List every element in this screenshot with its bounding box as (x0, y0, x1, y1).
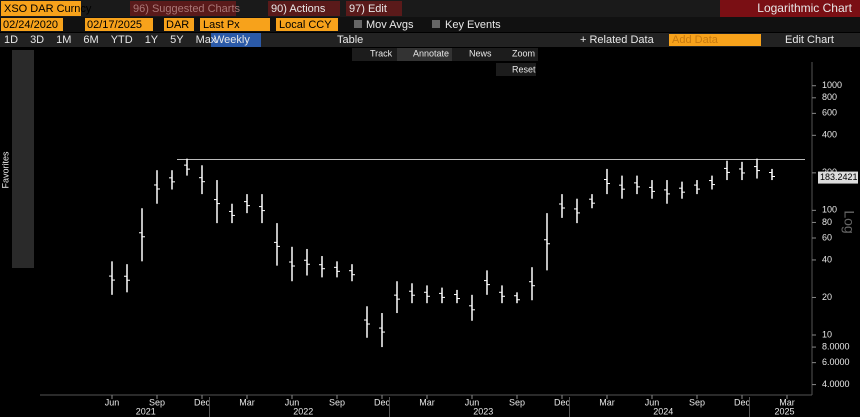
currency[interactable]: DAR (166, 19, 189, 31)
input[interactable] (669, 34, 761, 46)
x-tick-label: Mar (239, 397, 255, 407)
range-button[interactable]: 5Y (170, 34, 184, 46)
y-tick-label: 10 (822, 329, 832, 339)
ticker: XSO DAR Curncy (4, 3, 92, 15)
y-tick-label: 40 (822, 254, 832, 264)
x-tick-label: Dec (194, 397, 211, 407)
last-price-box (818, 171, 858, 184)
x-tick-label: Sep (149, 397, 165, 407)
sidebar (12, 50, 34, 268)
x-tick-label: Sep (329, 397, 345, 407)
zoom[interactable]: Zoom (512, 48, 535, 58)
key-events[interactable]: Key Events (445, 19, 501, 31)
y-tick-label: 6.0000 (822, 357, 850, 367)
range-button[interactable]: 6M (83, 34, 98, 46)
start-date[interactable]: 02/24/2020 (3, 19, 58, 31)
ccy-mode[interactable]: Local CCY (279, 19, 332, 31)
x-tick-label: Jun (465, 397, 480, 407)
y-tick-label: 60 (822, 232, 832, 242)
x-tick-label: Mar (599, 397, 615, 407)
x-tick-label: Sep (689, 397, 705, 407)
end-date[interactable]: 02/17/2025 (87, 19, 142, 31)
range-button[interactable]: 1M (56, 34, 71, 46)
mov-avgs[interactable]: Mov Avgs (366, 19, 414, 31)
range-button[interactable]: 3D (30, 34, 44, 46)
y-tick-label: 80 (822, 217, 832, 227)
menu[interactable] (130, 1, 236, 16)
annotate[interactable]: Annotate (413, 48, 449, 58)
input[interactable] (276, 18, 338, 31)
y-tick-label: 800 (822, 92, 837, 102)
related[interactable]: + Related Data (580, 34, 655, 46)
field[interactable]: Last Px (203, 19, 240, 31)
menu[interactable] (346, 1, 402, 16)
year-label: 2022 (293, 406, 313, 416)
tool-active (397, 48, 452, 61)
edit-chart[interactable]: Edit Chart (785, 34, 834, 46)
x-tick-label: Jun (105, 397, 120, 407)
news[interactable]: News (469, 48, 492, 58)
add-data[interactable]: Add Data (672, 34, 719, 46)
reset[interactable]: Reset (512, 64, 536, 74)
range-button[interactable]: 1D (4, 34, 18, 46)
range-button[interactable]: Max (196, 34, 217, 46)
y-tick-label: 1000 (822, 80, 842, 90)
chart-kind: Logarithmic Chart (757, 1, 852, 15)
y-tick-label: 600 (822, 108, 837, 118)
input[interactable] (200, 18, 270, 31)
x-tick-label: Dec (554, 397, 571, 407)
year-label: 2021 (136, 406, 156, 416)
x-tick-label: Mar (419, 397, 435, 407)
y-tick-label: 4.0000 (822, 379, 850, 389)
period-box[interactable] (211, 33, 261, 47)
year-label: 2025 (774, 406, 794, 416)
y-tick-label: 20 (822, 292, 832, 302)
x-tick-label: Dec (374, 397, 391, 407)
x-tick-label: Jun (645, 397, 660, 407)
year-label: 2024 (653, 406, 673, 416)
menu-item[interactable]: 97) Edit (349, 3, 387, 15)
menu[interactable] (268, 1, 340, 16)
x-tick-label: Mar (779, 397, 795, 407)
table[interactable]: Table (337, 34, 363, 46)
x-tick-label: Sep (509, 397, 525, 407)
menu-item[interactable]: 90) Actions (271, 3, 326, 15)
period[interactable]: Weekly (214, 34, 250, 46)
favorites: Favorites (0, 151, 10, 189)
input[interactable] (164, 18, 194, 31)
x-tick-label: Dec (734, 397, 751, 407)
axis-label: Log (841, 210, 857, 233)
title-bar (720, 0, 860, 17)
range-button[interactable]: YTD (111, 34, 133, 46)
checkbox[interactable] (354, 20, 362, 28)
reset-box[interactable] (496, 63, 536, 76)
menu-item[interactable]: 96) Suggested Charts (133, 3, 241, 15)
track[interactable]: Track (370, 48, 393, 58)
x-tick-label: Jun (285, 397, 300, 407)
range-button[interactable]: 1Y (145, 34, 159, 46)
ticker-box[interactable] (1, 1, 81, 16)
input[interactable] (85, 18, 153, 31)
last-price: 183.2421 (820, 172, 858, 182)
input[interactable] (1, 18, 63, 31)
checkbox[interactable] (432, 20, 440, 28)
year-label: 2023 (473, 406, 493, 416)
y-tick-label: 8.0000 (822, 341, 850, 351)
y-tick-label: 400 (822, 130, 837, 140)
y-tick-label: 100 (822, 205, 837, 215)
